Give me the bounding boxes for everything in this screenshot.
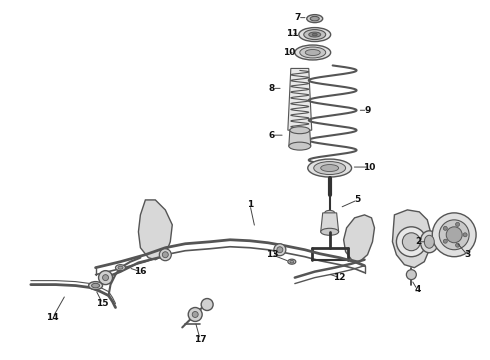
Circle shape xyxy=(443,226,447,230)
Circle shape xyxy=(192,311,198,318)
Ellipse shape xyxy=(321,165,339,171)
Ellipse shape xyxy=(310,17,319,21)
Polygon shape xyxy=(289,130,311,146)
Polygon shape xyxy=(321,213,339,232)
Ellipse shape xyxy=(118,266,123,269)
Text: 16: 16 xyxy=(134,267,147,276)
Text: 11: 11 xyxy=(286,29,298,38)
Circle shape xyxy=(188,307,202,321)
Polygon shape xyxy=(392,210,431,268)
Text: 15: 15 xyxy=(97,299,109,308)
Text: 14: 14 xyxy=(47,313,59,322)
Ellipse shape xyxy=(314,162,345,175)
Ellipse shape xyxy=(312,33,317,36)
Ellipse shape xyxy=(289,142,311,150)
Polygon shape xyxy=(288,68,312,130)
Ellipse shape xyxy=(116,265,125,271)
Ellipse shape xyxy=(288,259,296,264)
Polygon shape xyxy=(138,200,172,260)
Ellipse shape xyxy=(305,50,320,55)
Circle shape xyxy=(406,270,416,280)
Text: 13: 13 xyxy=(266,250,278,259)
Ellipse shape xyxy=(304,30,326,40)
Ellipse shape xyxy=(307,15,323,23)
Text: 1: 1 xyxy=(247,201,253,210)
Text: 3: 3 xyxy=(464,250,470,259)
Circle shape xyxy=(432,213,476,257)
Circle shape xyxy=(443,239,447,243)
Circle shape xyxy=(102,275,108,280)
Ellipse shape xyxy=(89,282,102,289)
Polygon shape xyxy=(343,215,374,262)
Ellipse shape xyxy=(300,47,326,58)
Circle shape xyxy=(446,227,462,243)
Text: 5: 5 xyxy=(354,195,361,204)
Text: 10: 10 xyxy=(363,163,376,172)
Ellipse shape xyxy=(325,210,335,215)
Ellipse shape xyxy=(92,283,99,288)
Text: 17: 17 xyxy=(194,335,206,344)
Circle shape xyxy=(277,247,283,253)
Ellipse shape xyxy=(308,159,352,177)
Circle shape xyxy=(98,271,113,285)
Ellipse shape xyxy=(295,45,331,60)
Ellipse shape xyxy=(420,231,438,253)
Circle shape xyxy=(456,222,460,226)
Ellipse shape xyxy=(290,260,294,263)
Ellipse shape xyxy=(290,127,310,134)
Circle shape xyxy=(463,233,467,237)
Ellipse shape xyxy=(424,235,434,248)
Text: 7: 7 xyxy=(294,13,301,22)
Circle shape xyxy=(274,244,286,256)
Circle shape xyxy=(396,227,426,257)
Text: 8: 8 xyxy=(269,84,275,93)
Text: 4: 4 xyxy=(414,285,420,294)
Circle shape xyxy=(159,249,171,261)
Text: 2: 2 xyxy=(415,237,421,246)
Ellipse shape xyxy=(321,228,339,235)
Ellipse shape xyxy=(309,32,321,37)
Text: 6: 6 xyxy=(269,131,275,140)
Text: 9: 9 xyxy=(365,106,371,115)
Text: 12: 12 xyxy=(333,273,346,282)
Text: 10: 10 xyxy=(283,48,295,57)
Circle shape xyxy=(439,220,469,250)
Circle shape xyxy=(456,243,460,247)
Circle shape xyxy=(162,252,168,258)
Circle shape xyxy=(402,233,420,251)
Ellipse shape xyxy=(299,28,331,41)
Circle shape xyxy=(201,298,213,310)
